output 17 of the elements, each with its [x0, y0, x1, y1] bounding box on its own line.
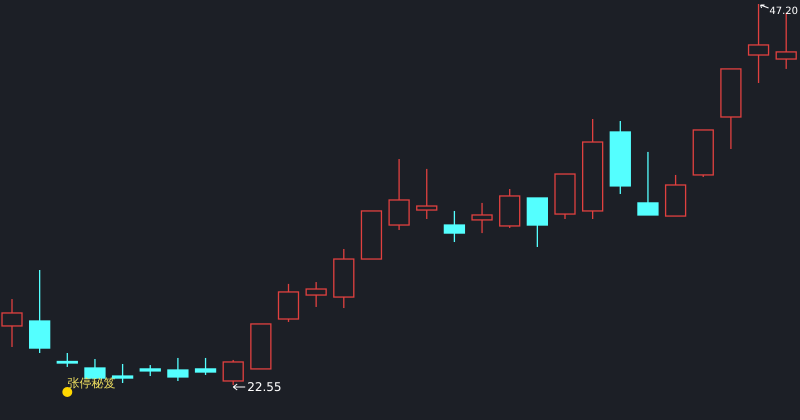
candlestick: [582, 118, 604, 220]
candlestick: [29, 269, 50, 354]
candlestick: [748, 3, 770, 84]
annotation: 22.55: [247, 380, 282, 394]
candlestick: [56, 352, 78, 368]
candlestick: [416, 168, 438, 220]
annotation: 张停秘笈: [67, 376, 116, 390]
candlestick: [610, 120, 631, 195]
candlestick: [471, 202, 493, 234]
candlestick: [388, 158, 410, 231]
candlestick: [333, 248, 354, 309]
candlestick: [306, 281, 327, 308]
candlestick: [222, 359, 244, 386]
candlestick: [499, 188, 520, 229]
candlestick: [1, 298, 23, 348]
annotation: 47.20: [769, 6, 798, 17]
candlestick: [140, 364, 161, 377]
